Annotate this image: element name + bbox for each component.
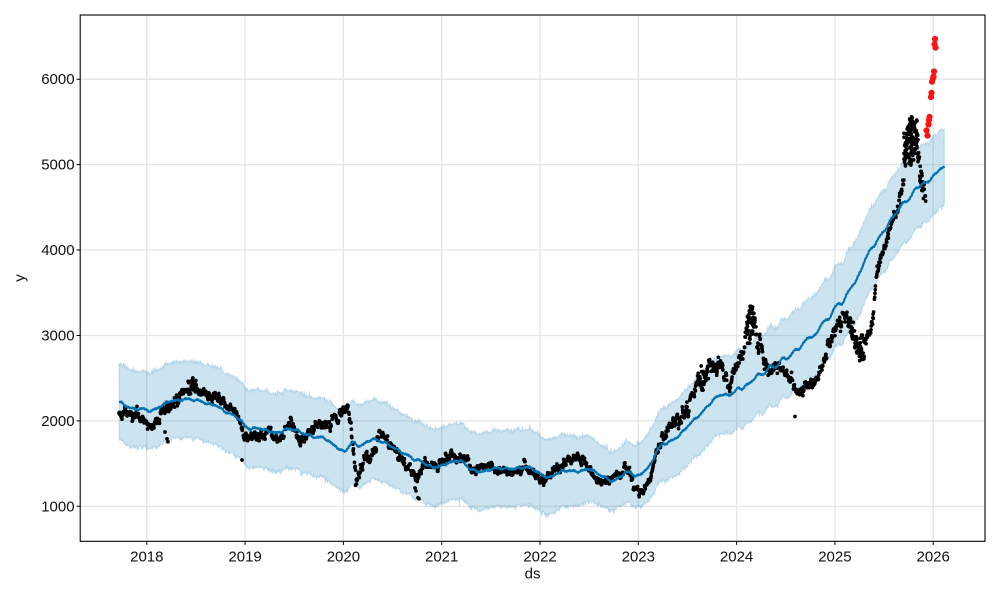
svg-text:y: y bbox=[11, 274, 28, 282]
svg-text:3000: 3000 bbox=[41, 328, 74, 345]
svg-text:2020: 2020 bbox=[327, 549, 360, 566]
svg-text:2000: 2000 bbox=[41, 413, 74, 430]
svg-text:6000: 6000 bbox=[41, 71, 74, 88]
svg-text:2019: 2019 bbox=[228, 549, 261, 566]
svg-text:2023: 2023 bbox=[622, 549, 655, 566]
svg-text:ds: ds bbox=[525, 566, 541, 583]
svg-text:5000: 5000 bbox=[41, 157, 74, 174]
svg-text:2024: 2024 bbox=[720, 549, 753, 566]
svg-text:2025: 2025 bbox=[818, 549, 851, 566]
svg-text:2026: 2026 bbox=[917, 549, 950, 566]
svg-text:2018: 2018 bbox=[130, 549, 163, 566]
svg-text:1000: 1000 bbox=[41, 498, 74, 515]
svg-text:2021: 2021 bbox=[425, 549, 458, 566]
svg-text:2022: 2022 bbox=[523, 549, 556, 566]
svg-text:4000: 4000 bbox=[41, 242, 74, 259]
